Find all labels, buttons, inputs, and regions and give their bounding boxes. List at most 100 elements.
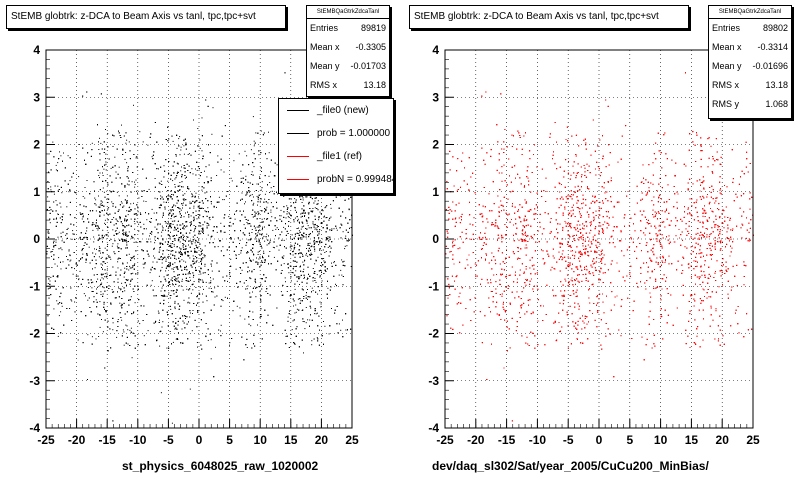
- point: [256, 195, 258, 197]
- point: [117, 261, 119, 263]
- point: [109, 240, 111, 241]
- point: [136, 156, 138, 158]
- point: [150, 268, 152, 270]
- point: [127, 168, 129, 170]
- point: [304, 328, 306, 330]
- point: [61, 192, 63, 194]
- point: [95, 299, 97, 301]
- point: [160, 295, 162, 296]
- point: [286, 205, 288, 207]
- point: [269, 182, 271, 183]
- point: [280, 291, 282, 293]
- point: [199, 286, 201, 288]
- point: [184, 315, 185, 317]
- point: [328, 333, 330, 335]
- point: [210, 288, 212, 289]
- point: [78, 279, 80, 281]
- point: [147, 330, 149, 332]
- point: [107, 194, 109, 195]
- point: [300, 213, 302, 215]
- point: [170, 231, 171, 233]
- point: [291, 329, 293, 331]
- point: [97, 229, 99, 231]
- point: [133, 241, 135, 243]
- point: [61, 240, 63, 242]
- point: [195, 200, 197, 202]
- point: [131, 181, 133, 183]
- point: [104, 273, 106, 275]
- point: [269, 239, 271, 241]
- point: [95, 253, 97, 255]
- point: [130, 296, 132, 298]
- point: [168, 138, 170, 140]
- point: [119, 218, 121, 220]
- point: [105, 161, 107, 163]
- point: [193, 207, 195, 209]
- point: [118, 231, 120, 233]
- point: [101, 282, 103, 284]
- point: [344, 199, 346, 201]
- point: [227, 280, 228, 282]
- point: [261, 218, 263, 220]
- point: [194, 248, 196, 250]
- point: [130, 327, 132, 329]
- point: [192, 173, 194, 175]
- point: [281, 294, 283, 296]
- point: [94, 190, 95, 192]
- point: [257, 251, 259, 253]
- point: [327, 236, 329, 238]
- point: [258, 154, 260, 156]
- point: [98, 336, 100, 337]
- point: [283, 239, 285, 241]
- point: [72, 233, 74, 235]
- point: [159, 249, 161, 251]
- point: [60, 155, 62, 157]
- point: [169, 331, 171, 332]
- point: [309, 301, 311, 303]
- point: [204, 245, 206, 247]
- point: [138, 197, 140, 199]
- point: [187, 154, 189, 155]
- point: [193, 281, 195, 282]
- point: [189, 316, 191, 318]
- point: [158, 275, 160, 277]
- point: [175, 280, 177, 282]
- point: [65, 234, 67, 236]
- point: [253, 166, 255, 168]
- point: [122, 225, 124, 227]
- point: [180, 224, 182, 226]
- point: [57, 236, 59, 238]
- point: [294, 217, 296, 219]
- point: [159, 319, 160, 321]
- point: [269, 192, 271, 193]
- point: [101, 201, 103, 203]
- point: [342, 231, 344, 233]
- point: [135, 156, 137, 158]
- point: [189, 276, 191, 278]
- point: [154, 178, 156, 179]
- point: [104, 276, 106, 278]
- point: [99, 137, 100, 139]
- point: [59, 151, 60, 153]
- point: [182, 247, 184, 249]
- point: [77, 339, 79, 341]
- point: [201, 279, 203, 281]
- point: [133, 255, 135, 257]
- point: [140, 241, 142, 243]
- point: [79, 270, 81, 272]
- point: [306, 222, 308, 224]
- point: [176, 147, 178, 149]
- point: [301, 202, 303, 203]
- point: [264, 198, 266, 200]
- point: [126, 233, 128, 235]
- point: [126, 242, 128, 244]
- point: [204, 255, 206, 256]
- point: [118, 166, 120, 168]
- point: [315, 227, 317, 229]
- point: [312, 280, 314, 282]
- point: [134, 263, 136, 265]
- point: [333, 261, 335, 262]
- point: [340, 269, 342, 271]
- point: [251, 229, 253, 230]
